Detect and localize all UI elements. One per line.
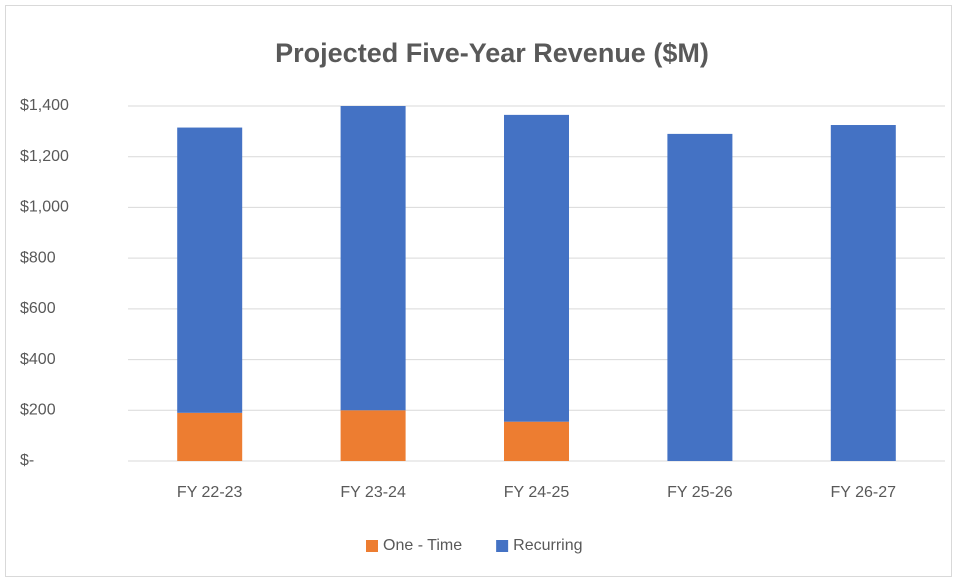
y-tick-label: $400 — [20, 351, 56, 368]
chart-border — [5, 5, 952, 577]
chart-title: Projected Five-Year Revenue ($M) — [275, 38, 709, 68]
y-tick-label: $- — [20, 452, 34, 469]
bar-segment — [504, 114, 569, 422]
bar-segment — [177, 412, 243, 461]
bar-segment — [340, 106, 406, 411]
y-tick-label: $600 — [20, 300, 56, 317]
bar-segment — [340, 410, 406, 461]
y-tick-label: $1,200 — [20, 148, 69, 165]
x-tick-label: FY 26-27 — [831, 484, 897, 501]
bar-segment — [830, 125, 896, 462]
bar-segment — [177, 127, 243, 413]
y-tick-label: $800 — [20, 249, 56, 266]
legend-swatch — [366, 540, 378, 552]
legend-swatch — [496, 540, 509, 552]
x-tick-label: FY 23-24 — [340, 484, 406, 501]
y-tick-label: $200 — [20, 402, 56, 419]
bar-segment — [667, 133, 733, 461]
bar-segment — [504, 421, 569, 461]
x-tick-label: FY 22-23 — [177, 484, 243, 501]
legend-label: One - Time — [383, 537, 462, 554]
y-tick-label: $1,400 — [20, 97, 69, 114]
y-tick-label: $1,000 — [20, 199, 69, 216]
x-tick-label: FY 24-25 — [504, 484, 570, 501]
legend-label: Recurring — [513, 537, 582, 554]
x-tick-label: FY 25-26 — [667, 484, 733, 501]
